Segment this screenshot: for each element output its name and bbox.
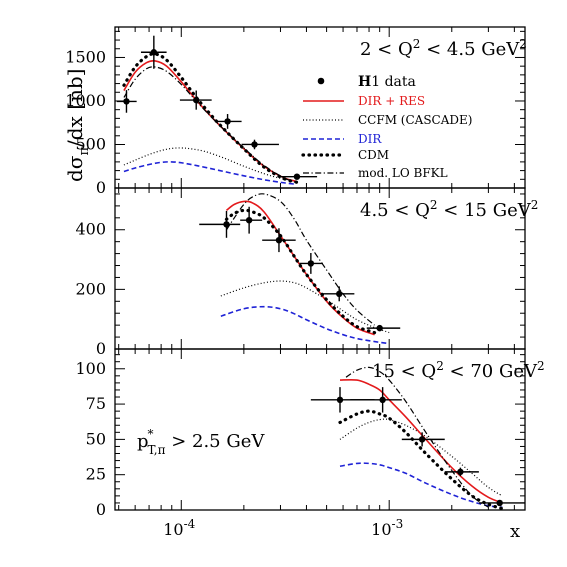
- data-marker: [275, 236, 283, 244]
- curves: [338, 366, 504, 510]
- curves: [122, 52, 299, 185]
- y-tick-label: 25: [86, 465, 106, 484]
- h1-data-points: [310, 387, 525, 507]
- x-tick-label: 10-3: [371, 517, 403, 539]
- data-point: [444, 467, 479, 477]
- y-tick-label: 500: [75, 134, 106, 153]
- curve-ccfm: [339, 418, 503, 497]
- legend-label-ccfm: CCFM (CASCADE): [358, 113, 472, 127]
- data-marker: [251, 141, 258, 148]
- data-marker: [223, 221, 230, 228]
- legend-marker-h1: [317, 77, 325, 85]
- y-tick-label: 1500: [65, 47, 106, 66]
- x-tick-label: 10-4: [163, 517, 195, 539]
- data-point: [478, 499, 525, 507]
- y-tick-label: 200: [75, 279, 106, 298]
- curve-dir-res: [123, 59, 298, 183]
- h1-data-points: [199, 206, 401, 332]
- panel-title: 2 < Q2 < 4.5 GeV2: [360, 37, 527, 60]
- y-tick-label: 0: [96, 500, 106, 519]
- y-tick-label: 1000: [65, 91, 106, 110]
- data-marker: [245, 217, 253, 224]
- curve-bfkl: [123, 66, 298, 184]
- data-marker: [150, 49, 158, 56]
- data-point: [366, 324, 401, 332]
- data-point: [214, 114, 242, 129]
- y-tick-label: 400: [75, 220, 106, 239]
- data-marker: [496, 499, 503, 507]
- data-point: [140, 35, 167, 69]
- curve-ccfm: [220, 280, 390, 334]
- data-marker: [224, 118, 231, 125]
- legend: H1 data DIR + RES CCFM (CASCADE) DIR CDM mod.…: [301, 74, 472, 180]
- legend-label-dir: DIR: [358, 132, 382, 146]
- data-marker: [193, 96, 200, 104]
- data-marker: [307, 260, 315, 267]
- curves: [220, 193, 390, 345]
- data-marker: [457, 468, 464, 476]
- legend-label-dir-res: DIR + RES: [358, 94, 425, 108]
- curve-cdm: [338, 409, 504, 510]
- curve-cdm: [122, 52, 299, 184]
- y-tick-label: 50: [86, 429, 106, 448]
- x-axis-label: x: [510, 521, 520, 542]
- curve-bfkl: [345, 366, 489, 508]
- data-marker: [336, 290, 343, 298]
- y-tick-label: 0: [96, 178, 106, 197]
- data-marker: [293, 173, 301, 180]
- data-marker: [123, 98, 130, 105]
- data-point: [401, 432, 445, 447]
- y-tick-label: 100: [75, 359, 106, 378]
- data-marker: [336, 396, 344, 404]
- data-point: [322, 286, 355, 302]
- data-point: [116, 90, 137, 113]
- panel-frame: [114, 348, 526, 511]
- data-point: [278, 173, 318, 180]
- data-point: [262, 228, 296, 253]
- h1-data-points: [116, 35, 318, 180]
- panel-2: 0 200 400 4.5 < Q2 < 15 GeV2: [75, 187, 538, 358]
- panel-1: 0 500 1000 1500 2 < Q2 < 4.5 GeV2: [65, 26, 527, 197]
- data-point: [241, 139, 279, 150]
- legend-label-bfkl: mod. LO BFKL: [358, 166, 448, 180]
- y-axis-label: dσπ/dx [nb]: [63, 69, 92, 182]
- curve-bfkl: [225, 193, 375, 326]
- curve-dir-res: [339, 378, 503, 504]
- data-point: [179, 90, 212, 110]
- pt-cut-annotation: p* T,π > 2.5 GeV: [137, 427, 265, 457]
- panel-3: 0 25 50 75 100 15 < Q2 < 70 GeV2: [75, 348, 545, 519]
- curve-cdm: [224, 208, 377, 335]
- data-marker: [379, 396, 386, 404]
- legend-label-cdm: CDM: [358, 148, 389, 162]
- curve-dir: [339, 462, 503, 508]
- data-point: [350, 387, 402, 413]
- axis-labels-group: 10-4 10-3 x dσπ/dx [nb]: [63, 69, 520, 542]
- legend-label-h1: H1 data: [358, 74, 416, 90]
- panel-title: 4.5 < Q2 < 15 GeV2: [360, 198, 538, 221]
- data-point: [199, 210, 241, 238]
- panel-title: 15 < Q2 < 70 GeV2: [372, 359, 545, 382]
- y-tick-label: 75: [86, 394, 106, 413]
- data-marker: [418, 436, 426, 443]
- y-tick-label: 0: [96, 339, 106, 358]
- data-point: [240, 206, 263, 234]
- data-marker: [376, 324, 383, 332]
- curve-ccfm: [123, 147, 295, 182]
- curve-dir: [220, 305, 390, 345]
- curve-dir: [123, 161, 295, 185]
- data-point: [299, 252, 323, 274]
